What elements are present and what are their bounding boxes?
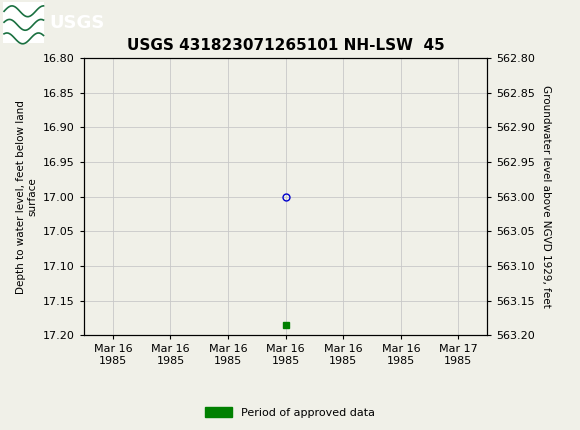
Y-axis label: Groundwater level above NGVD 1929, feet: Groundwater level above NGVD 1929, feet xyxy=(541,85,550,308)
Title: USGS 431823071265101 NH-LSW  45: USGS 431823071265101 NH-LSW 45 xyxy=(127,38,444,53)
Text: USGS: USGS xyxy=(49,15,104,33)
FancyBboxPatch shape xyxy=(3,2,43,43)
Y-axis label: Depth to water level, feet below land
surface: Depth to water level, feet below land su… xyxy=(16,100,38,294)
Legend: Period of approved data: Period of approved data xyxy=(200,403,380,422)
